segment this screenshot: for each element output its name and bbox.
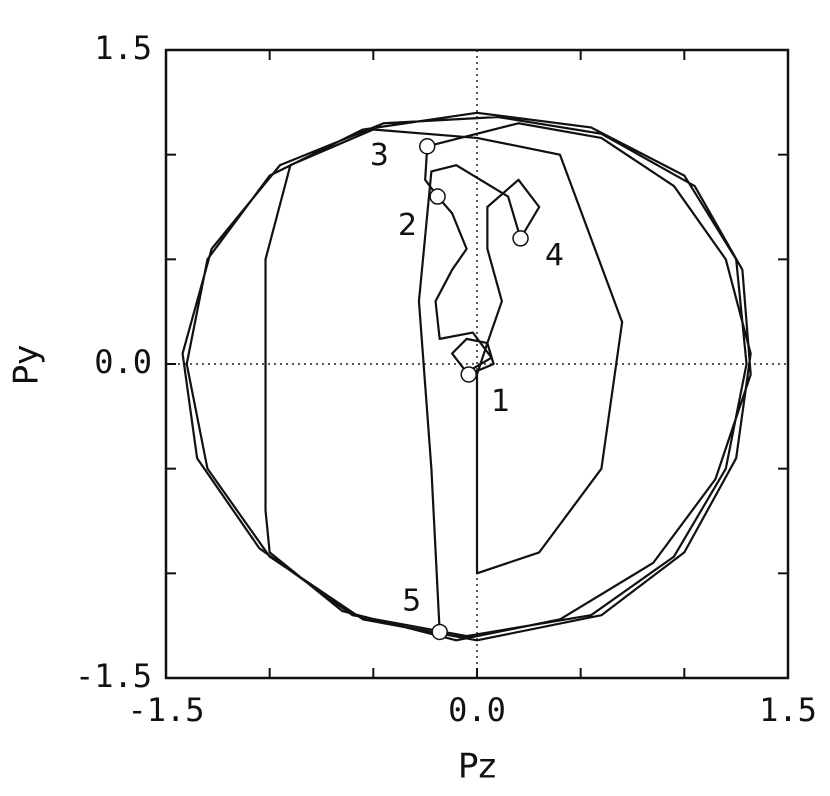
point-marker	[512, 230, 529, 247]
y-tick-label: 1.5	[94, 29, 152, 67]
x-axis-title: Pz	[458, 747, 496, 787]
plot-frame	[164, 48, 790, 680]
y-axis-title: Py	[7, 345, 47, 386]
x-tick-label: 1.5	[759, 691, 817, 729]
point-marker	[460, 366, 477, 383]
x-tick-label: 0.0	[448, 691, 506, 729]
point-label: 3	[370, 138, 389, 173]
point-label: 5	[402, 583, 421, 618]
trajectory	[181, 111, 752, 642]
point-label: 4	[545, 238, 564, 273]
point-label: 2	[398, 208, 417, 243]
point-marker	[418, 138, 436, 155]
point-label: 1	[491, 384, 510, 419]
point-marker	[429, 188, 446, 205]
x-tick-label: -1.5	[127, 691, 204, 729]
y-tick-label: -1.5	[75, 657, 152, 695]
y-tick-label: 0.0	[94, 343, 152, 381]
point-marker	[431, 623, 448, 641]
